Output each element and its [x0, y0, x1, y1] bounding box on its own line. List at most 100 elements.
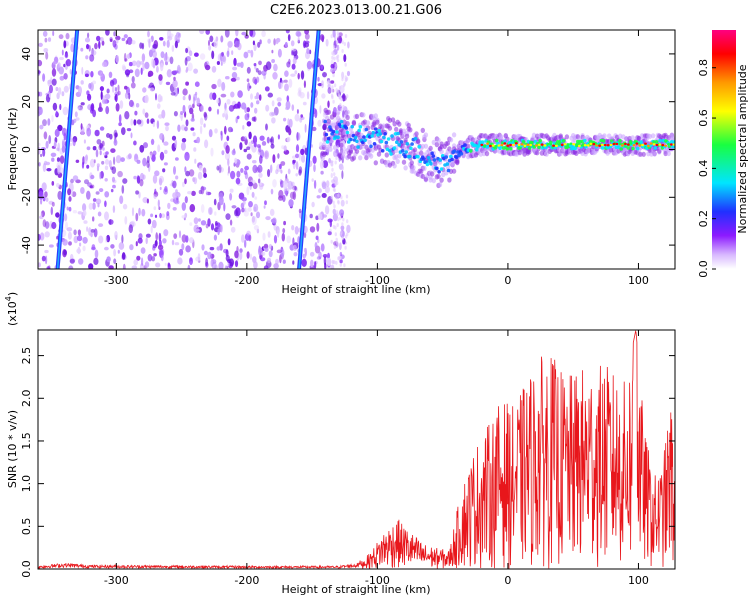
noise-blob	[303, 42, 310, 48]
noise-blob	[174, 139, 178, 149]
noise-blob	[158, 232, 162, 242]
noise-blob	[109, 80, 115, 87]
noise-blob	[286, 61, 291, 68]
signal-halo	[434, 142, 440, 148]
noise-blob	[335, 39, 339, 44]
noise-blob	[59, 155, 65, 164]
noise-blob	[298, 152, 301, 161]
noise-blob	[155, 232, 158, 241]
noise-blob	[321, 193, 327, 198]
noise-blob	[94, 129, 100, 137]
noise-blob	[185, 170, 191, 177]
noise-blob	[164, 149, 168, 154]
noise-blob	[160, 254, 164, 262]
noise-blob	[136, 60, 141, 68]
noise-blob	[157, 244, 164, 250]
noise-blob	[67, 188, 72, 196]
noise-blob	[149, 87, 155, 92]
signal-peak	[583, 144, 587, 147]
noise-blob	[334, 160, 337, 165]
noise-blob	[330, 80, 335, 84]
noise-blob	[147, 30, 150, 38]
noise-blob	[185, 47, 189, 54]
noise-blob	[230, 226, 236, 233]
noise-blob	[258, 247, 262, 256]
signal-halo	[638, 151, 643, 157]
noise-blob	[330, 195, 333, 200]
noise-blob	[265, 216, 271, 221]
noise-blob	[241, 234, 245, 243]
signal-core	[672, 140, 675, 144]
signal-halo	[340, 149, 346, 155]
noise-blob	[64, 213, 68, 222]
noise-blob	[345, 76, 349, 81]
x-tick-label: 100	[628, 274, 649, 287]
noise-blob	[152, 150, 157, 156]
signal-halo	[415, 139, 421, 145]
noise-blob	[88, 263, 94, 269]
noise-blob	[285, 30, 290, 34]
noise-blob	[234, 40, 240, 48]
noise-blob	[345, 200, 348, 205]
noise-blob	[96, 35, 101, 42]
noise-blob	[339, 232, 342, 237]
noise-blob	[335, 237, 338, 242]
noise-blob	[187, 62, 193, 72]
noise-blob	[253, 43, 257, 52]
noise-blob	[246, 107, 250, 113]
noise-blob	[51, 115, 54, 123]
noise-blob	[106, 133, 111, 138]
noise-blob	[297, 36, 300, 43]
noise-blob	[312, 155, 317, 164]
noise-blob	[151, 154, 156, 162]
noise-blob	[90, 50, 97, 56]
noise-blob	[327, 252, 330, 260]
noise-blob	[276, 249, 282, 254]
signal-peak	[535, 144, 538, 147]
noise-blob	[291, 63, 296, 70]
noise-blob	[286, 95, 290, 102]
noise-blob	[221, 51, 225, 57]
noise-blob	[133, 259, 138, 266]
noise-blob	[341, 222, 344, 227]
noise-blob	[299, 92, 305, 99]
y-tick-label: 0	[20, 146, 33, 153]
noise-blob	[134, 110, 138, 116]
noise-blob	[78, 258, 84, 265]
noise-blob	[106, 234, 111, 243]
noise-blob	[332, 45, 336, 50]
signal-peak	[595, 144, 599, 147]
signal-core	[400, 149, 405, 153]
noise-blob	[95, 149, 99, 158]
noise-blob	[115, 155, 122, 164]
noise-blob	[320, 64, 324, 70]
noise-blob	[266, 136, 270, 144]
noise-blob	[288, 118, 293, 128]
signal-halo	[564, 134, 570, 140]
noise-blob	[331, 259, 334, 264]
noise-blob	[330, 34, 333, 39]
noise-blob	[246, 186, 250, 196]
signal-core	[396, 131, 400, 136]
noise-blob	[344, 62, 347, 67]
signal-core	[339, 119, 344, 124]
signal-core	[527, 146, 532, 150]
noise-blob	[46, 168, 52, 172]
noise-blob	[346, 94, 349, 99]
colorbar-tick-label: 0.4	[697, 160, 710, 178]
noise-blob	[333, 245, 337, 250]
noise-blob	[39, 91, 43, 97]
noise-blob	[195, 256, 201, 262]
signal-halo	[321, 151, 327, 158]
noise-blob	[180, 142, 186, 151]
signal-halo	[339, 142, 344, 148]
noise-blob	[138, 191, 141, 199]
noise-blob	[250, 212, 253, 217]
noise-blob	[114, 95, 117, 101]
noise-blob	[101, 61, 108, 68]
noise-blob	[237, 90, 243, 98]
noise-blob	[240, 168, 244, 173]
noise-blob	[343, 42, 346, 46]
signal-halo	[420, 173, 425, 179]
noise-blob	[86, 43, 90, 50]
